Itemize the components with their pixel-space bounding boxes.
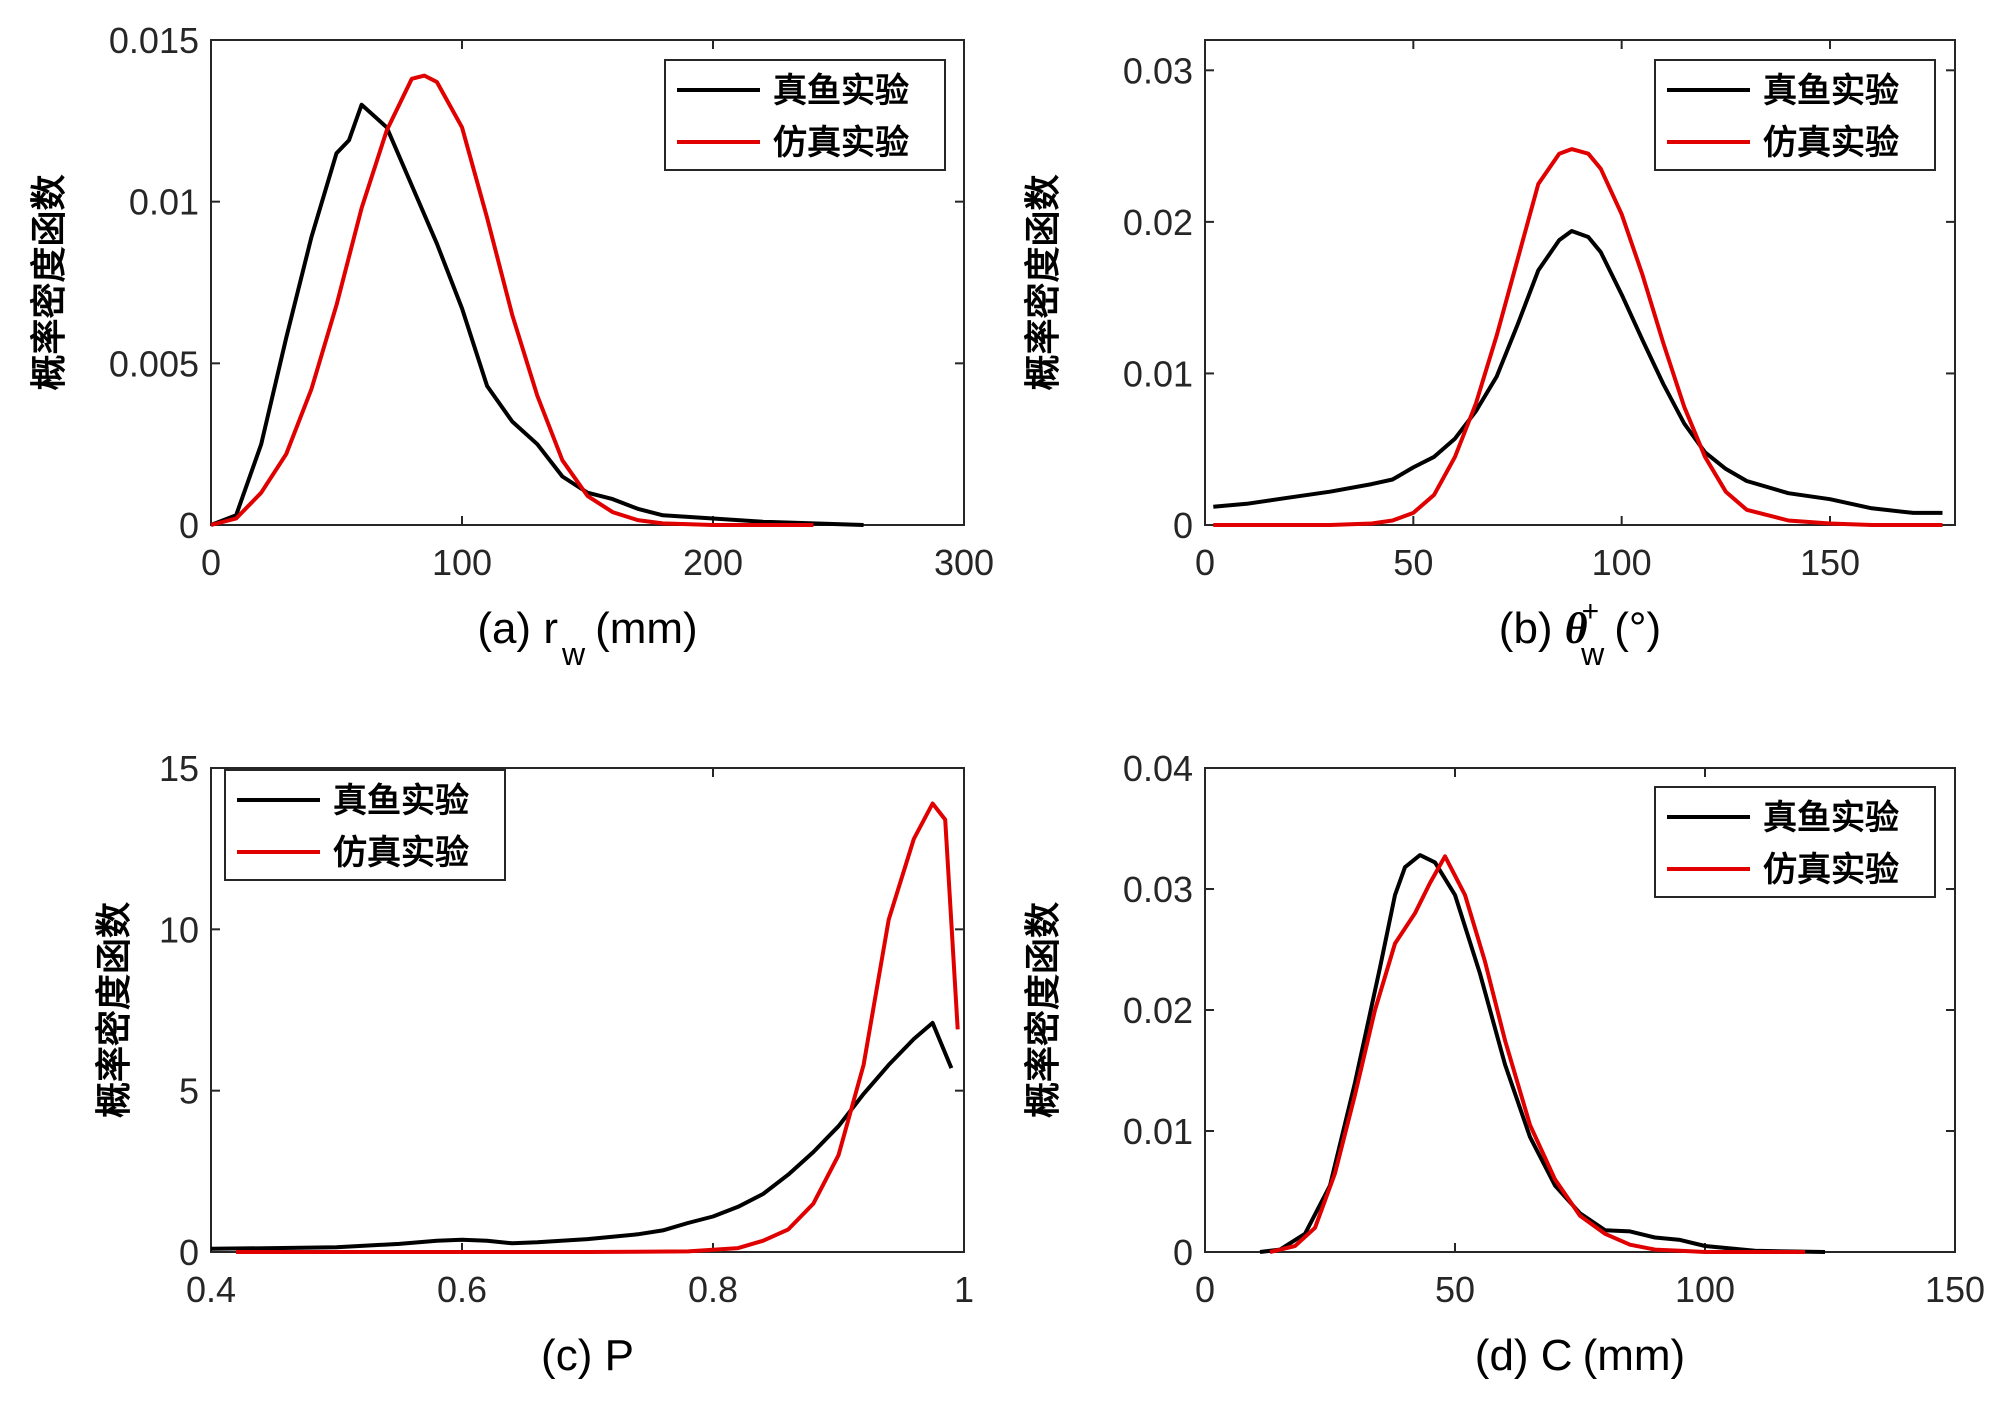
x-tick-label: 150: [1925, 1269, 1985, 1310]
x-tick-label: 0: [201, 542, 221, 583]
x-tick-label: 0: [1195, 1269, 1215, 1310]
legend-label: 真鱼实验: [1763, 798, 1899, 838]
x-axis-label: (b) θ+ w(°): [1499, 595, 1661, 672]
legend-label: 仿真实验: [1763, 123, 1899, 163]
panel-label: (a): [477, 604, 543, 653]
plot-area-frame: [1204, 39, 1956, 526]
y-tick-label: 0.01: [1123, 1111, 1193, 1152]
legend-label: 真鱼实验: [333, 781, 469, 821]
x-axis-label: (c) P: [541, 1331, 634, 1380]
x-axis-symbol: r: [543, 604, 558, 653]
y-tick-label: 0: [179, 505, 199, 546]
plot-area-frame: [210, 39, 965, 526]
x-axis-label: (d) C (mm): [1475, 1331, 1685, 1380]
y-tick-label: 0.015: [109, 20, 199, 61]
x-tick-label: 1: [954, 1269, 974, 1310]
y-axis-label: 概率密度函数: [93, 902, 135, 1118]
y-tick-label: 0.01: [129, 182, 199, 223]
y-tick-label: 15: [159, 748, 199, 789]
x-tick-label: 0.4: [186, 1269, 236, 1310]
x-axis-unit: (°): [1614, 604, 1661, 653]
series-line-real-fish: [1213, 229, 1943, 515]
y-tick-label: 0.04: [1123, 748, 1193, 789]
x-axis-subscript: w: [1580, 636, 1605, 672]
legend-box: [1654, 786, 1936, 898]
x-axis-symbol: P: [605, 1331, 634, 1380]
series-line-simulation: [1213, 147, 1943, 527]
x-axis-unit: (mm): [595, 604, 698, 653]
x-axis-subscript: w: [561, 636, 586, 672]
y-tick-label: 0: [179, 1232, 199, 1273]
y-axis-label: 概率密度函数: [28, 174, 70, 390]
x-tick-label: 100: [1592, 542, 1652, 583]
y-axis-label: 概率密度函数: [1022, 174, 1064, 390]
y-tick-label: 0.03: [1123, 869, 1193, 910]
chart-panel-b: 0 50 100 150 0 0.01 0.02 0.03 概率密度函数 (b) θ+ w(°) 真鱼…: [1022, 39, 1956, 672]
y-tick-label: 5: [179, 1071, 199, 1112]
x-tick-label: 0: [1195, 542, 1215, 583]
legend-box: [224, 769, 506, 881]
x-tick-label: 50: [1393, 542, 1433, 583]
y-axis-label: 概率密度函数: [1022, 902, 1064, 1118]
y-tick-label: 0: [1173, 1232, 1193, 1273]
x-tick-label: 200: [683, 542, 743, 583]
panel-label: (b): [1499, 604, 1565, 653]
chart-panel-a: 0 100 200 300 0 0.005 0.01 0.015 概率密度函数 (a) rw(mm…: [28, 20, 994, 672]
x-axis-symbol: C: [1541, 1331, 1573, 1380]
x-tick-label: 0.8: [688, 1269, 738, 1310]
x-tick-label: 50: [1435, 1269, 1475, 1310]
panel-label: (d): [1475, 1331, 1541, 1380]
x-axis-label: (a) rw(mm): [477, 604, 697, 672]
legend-label: 仿真实验: [773, 123, 909, 163]
legend-label: 真鱼实验: [1763, 71, 1899, 111]
x-tick-label: 300: [934, 542, 994, 583]
x-axis-unit: (mm): [1583, 1331, 1686, 1380]
y-tick-label: 0.01: [1123, 353, 1193, 394]
series-line-simulation: [210, 73, 814, 527]
y-tick-label: 0.005: [109, 343, 199, 384]
chart-panel-d: 0 50 100 150 0 0.01 0.02 0.03 0.04 概率密度函数 (d) C (mm…: [1022, 748, 1985, 1380]
y-tick-label: 0.02: [1123, 990, 1193, 1031]
legend-label: 仿真实验: [333, 833, 469, 873]
series-line-real-fish: [1259, 853, 1826, 1254]
y-tick-label: 0: [1173, 505, 1193, 546]
series-line-simulation: [236, 801, 960, 1254]
legend-box: [664, 59, 946, 171]
x-axis-symbol: θ: [1565, 604, 1588, 653]
y-tick-label: 10: [159, 909, 199, 950]
series-line-real-fish: [210, 1020, 954, 1251]
x-tick-label: 0.6: [437, 1269, 487, 1310]
x-tick-label: 100: [1675, 1269, 1735, 1310]
x-tick-label: 150: [1800, 542, 1860, 583]
y-tick-label: 0.02: [1123, 202, 1193, 243]
series-line-real-fish: [210, 102, 864, 527]
y-tick-label: 0.03: [1123, 50, 1193, 91]
x-axis-superscript: +: [1582, 595, 1600, 628]
panel-label: (c): [541, 1331, 605, 1380]
series-line-simulation: [1269, 854, 1805, 1254]
x-tick-label: 100: [432, 542, 492, 583]
legend-label: 仿真实验: [1763, 850, 1899, 890]
legend-label: 真鱼实验: [773, 71, 909, 111]
legend-box: [1654, 59, 1936, 171]
